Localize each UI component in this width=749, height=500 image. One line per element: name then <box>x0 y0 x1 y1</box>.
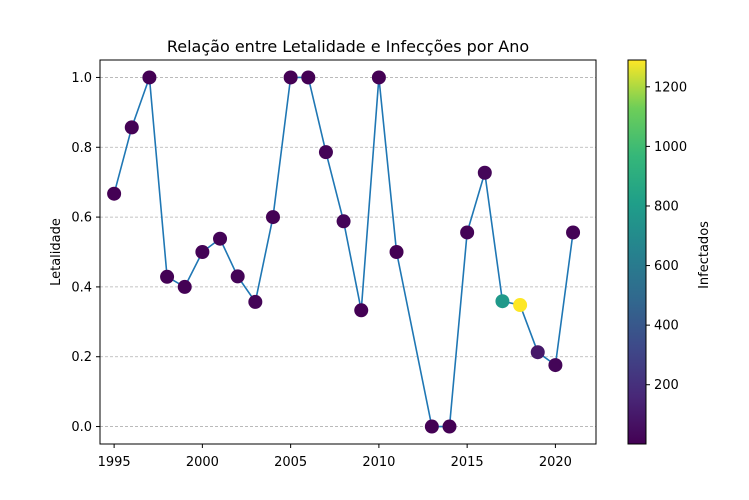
data-point <box>213 231 228 246</box>
data-point <box>548 358 563 373</box>
y-axis-label: Letalidade <box>49 218 64 286</box>
data-point <box>283 70 298 85</box>
data-point <box>177 279 192 294</box>
data-point <box>318 145 333 160</box>
data-point <box>336 214 351 229</box>
colorbar-ticks: 200 400 600 800 1000 1200 <box>646 80 687 393</box>
data-point <box>477 165 492 180</box>
x-tick-label: 2005 <box>274 455 307 470</box>
colorbar-tick-label: 1000 <box>654 140 687 155</box>
data-points-group <box>107 70 581 434</box>
data-point <box>265 210 280 225</box>
grid-lines <box>100 77 596 427</box>
data-point <box>195 245 210 259</box>
y-tick-label: 0.0 <box>71 420 92 435</box>
y-tick-label: 0.4 <box>71 280 92 295</box>
data-point <box>124 120 139 135</box>
chart-title: Relação entre Letalidade e Infecções por… <box>167 37 529 56</box>
x-tick-label: 2000 <box>186 455 219 470</box>
data-point <box>354 303 369 318</box>
colorbar <box>627 59 647 445</box>
colorbar-tick-label: 200 <box>654 378 679 393</box>
data-point <box>142 70 157 85</box>
y-tick-label: 0.6 <box>71 211 92 226</box>
x-tick-label: 2010 <box>362 455 395 470</box>
plot-area-frame <box>99 59 597 445</box>
x-tick-label: 2015 <box>451 455 484 470</box>
colorbar-tick-label: 600 <box>654 259 679 274</box>
x-axis-ticks: 1995 2000 2005 2010 2015 2020 <box>98 444 572 470</box>
data-point <box>248 294 263 309</box>
x-tick-label: 1995 <box>98 455 131 470</box>
y-axis-ticks: 0.0 0.2 0.4 0.6 0.8 1.0 <box>71 71 100 435</box>
data-point <box>566 225 581 240</box>
data-point <box>460 225 475 240</box>
series-line-group <box>113 76 574 428</box>
data-point <box>389 245 404 259</box>
colorbar-tick-label: 400 <box>654 319 679 334</box>
data-point <box>230 269 245 284</box>
y-tick-label: 1.0 <box>71 71 92 86</box>
series-line <box>113 76 574 428</box>
colorbar-tick-label: 1200 <box>654 80 687 95</box>
data-point <box>107 186 122 201</box>
colorbar-label: Infectados <box>697 221 712 289</box>
x-tick-label: 2020 <box>539 455 572 470</box>
data-point <box>160 269 175 284</box>
data-point <box>424 419 439 434</box>
data-point <box>530 345 545 360</box>
data-point <box>301 70 316 85</box>
colorbar-tick-label: 800 <box>654 199 679 214</box>
data-point <box>513 298 528 313</box>
y-tick-label: 0.8 <box>71 141 92 156</box>
data-point <box>442 419 457 434</box>
y-tick-label: 0.2 <box>71 350 92 365</box>
data-point <box>371 70 386 85</box>
data-point <box>495 294 510 309</box>
